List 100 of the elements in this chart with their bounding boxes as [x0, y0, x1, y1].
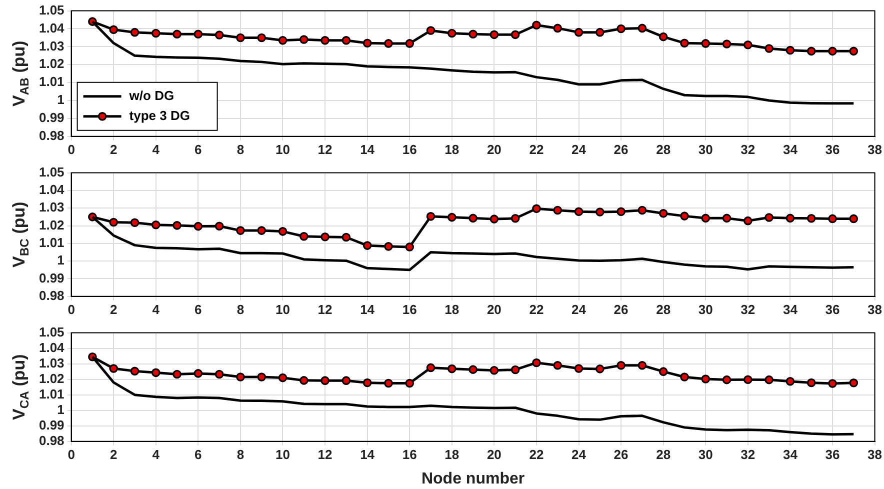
y-tick-label: 1.04 — [38, 182, 66, 198]
x-tick-label: 0 — [68, 142, 75, 157]
point — [405, 39, 414, 48]
point — [638, 206, 647, 215]
point — [342, 232, 351, 242]
point — [638, 360, 647, 370]
x-tick-label: 30 — [698, 142, 713, 157]
x-tick-label: 12 — [318, 446, 332, 462]
point — [532, 358, 541, 368]
x-tick-label: 34 — [782, 302, 798, 317]
y-tick-label: 1.02 — [38, 56, 64, 72]
point — [786, 376, 795, 386]
x-tick-label: 20 — [486, 302, 502, 317]
point — [764, 44, 774, 53]
x-tick-label: 32 — [740, 142, 756, 157]
point — [257, 372, 266, 382]
point — [744, 40, 752, 50]
point — [320, 36, 330, 45]
point — [151, 220, 160, 230]
point — [828, 214, 837, 224]
point — [701, 39, 710, 48]
y-tick-label: 1.04 — [38, 20, 66, 36]
x-axis-title: Node number — [421, 470, 525, 488]
point — [236, 33, 245, 42]
point — [362, 241, 372, 250]
y-tick-label: 1.03 — [38, 200, 64, 215]
point — [616, 24, 626, 34]
point — [616, 360, 626, 370]
point — [194, 369, 203, 378]
point — [680, 212, 689, 220]
x-tick-label: 24 — [572, 302, 587, 317]
x-tick-label: 2 — [110, 446, 118, 462]
point — [384, 378, 393, 388]
point — [764, 375, 774, 384]
y-tick-label: 1.05 — [38, 164, 64, 180]
point — [701, 214, 710, 223]
point — [828, 379, 837, 388]
y-tick-label: 1.01 — [38, 235, 64, 250]
point — [596, 364, 604, 374]
point — [257, 33, 266, 42]
point — [786, 214, 795, 223]
x-tick-label: 18 — [444, 142, 460, 157]
x-tick-label: 8 — [236, 302, 244, 317]
y-tick-label: 1.04 — [38, 340, 66, 355]
y-tick-label: 1 — [57, 402, 64, 417]
point — [342, 376, 351, 385]
x-tick-label: 14 — [360, 302, 376, 317]
point — [172, 221, 182, 230]
point — [109, 25, 118, 34]
x-tick-label: 36 — [825, 142, 840, 157]
x-tick-label: 0 — [68, 446, 75, 462]
y-tick-label: 1.05 — [38, 2, 64, 18]
point — [447, 212, 456, 222]
point — [236, 372, 245, 382]
point — [172, 30, 182, 39]
x-tick-label: 36 — [825, 446, 840, 462]
y-tick-label: 0.99 — [38, 110, 64, 126]
point — [744, 375, 752, 384]
point — [320, 232, 330, 242]
x-tick-label: 30 — [698, 446, 713, 462]
x-tick-label: 2 — [110, 142, 118, 157]
point — [596, 28, 604, 37]
x-tick-label: 12 — [318, 142, 332, 157]
x-tick-label: 6 — [194, 302, 202, 317]
point — [849, 46, 858, 56]
point — [342, 36, 351, 45]
x-tick-label: 14 — [360, 142, 376, 157]
point — [214, 370, 224, 379]
x-tick-label: 0 — [68, 302, 75, 317]
y-axis-title: VCA (pu) — [10, 354, 32, 420]
point — [468, 214, 478, 223]
point — [130, 366, 140, 376]
point — [490, 366, 499, 375]
point — [278, 227, 288, 236]
y-tick-label: 1 — [57, 92, 64, 108]
point — [701, 374, 710, 384]
point — [426, 26, 436, 35]
x-tick-label: 16 — [402, 302, 417, 317]
y-tick-label: 1.02 — [38, 370, 64, 386]
point — [744, 216, 752, 226]
point — [490, 30, 499, 40]
x-tick-label: 30 — [698, 302, 713, 317]
point — [532, 204, 541, 214]
point — [786, 46, 795, 55]
x-tick-label: 10 — [276, 446, 290, 462]
x-tick-label: 38 — [868, 446, 882, 462]
point — [574, 28, 584, 37]
x-tick-label: 34 — [782, 446, 798, 462]
y-tick-label: 1.03 — [38, 38, 64, 54]
y-tick-label: 0.99 — [38, 417, 64, 432]
point — [405, 242, 414, 252]
x-tick-label: 16 — [402, 446, 417, 462]
y-tick-label: 1.05 — [38, 324, 64, 340]
point — [278, 373, 288, 382]
point — [680, 38, 689, 48]
x-tick-label: 10 — [276, 302, 290, 317]
point — [510, 30, 520, 40]
point — [532, 20, 541, 30]
x-tick-label: 22 — [529, 142, 544, 157]
y-tick-label: 1.02 — [38, 217, 64, 232]
